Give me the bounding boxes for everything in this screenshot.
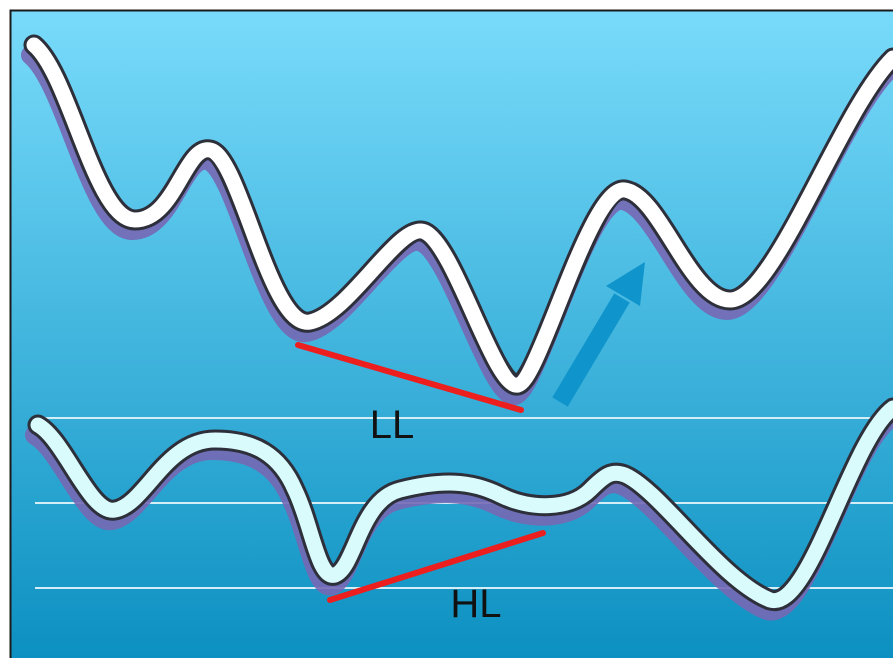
- lower-low-label: LL: [370, 403, 415, 447]
- higher-low-label: HL: [450, 582, 501, 626]
